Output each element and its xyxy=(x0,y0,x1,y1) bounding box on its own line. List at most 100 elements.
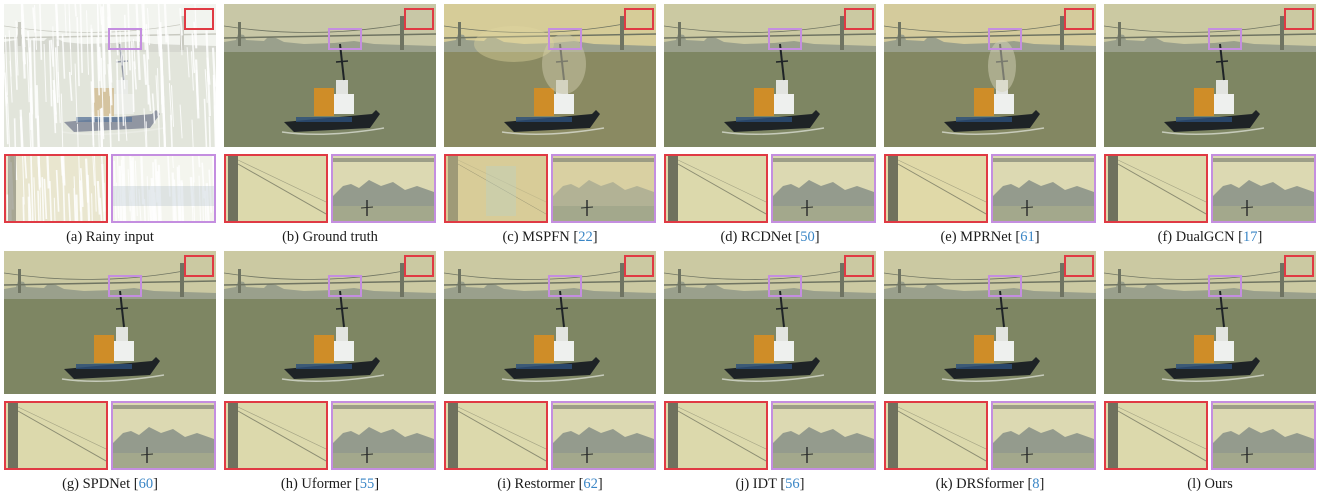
figure-panel: (j) IDT [56] xyxy=(664,251,876,494)
citation-bracket: ] xyxy=(374,476,380,492)
zoomed-crop-red xyxy=(224,401,328,470)
panel-caption: (a) Rainy input xyxy=(4,229,216,246)
citation-bracket: ] xyxy=(1039,476,1045,492)
zoomed-crop-red xyxy=(884,154,988,223)
zoom-region-red-marker xyxy=(1064,8,1094,30)
result-image xyxy=(4,4,216,147)
caption-label: (b) Ground truth xyxy=(282,229,378,245)
zoomed-crop-red xyxy=(444,154,548,223)
result-image xyxy=(884,4,1096,147)
citation-link[interactable]: 62 xyxy=(583,476,598,492)
zoomed-crop-red xyxy=(884,401,988,470)
figure-panel: (f) DualGCN [17] xyxy=(1104,4,1316,247)
panel-caption: (f) DualGCN [17] xyxy=(1104,229,1316,246)
zoomed-crop-purple xyxy=(771,154,876,223)
caption-label: (c) MSPFN [ xyxy=(502,229,579,245)
zoomed-crop-purple xyxy=(1211,401,1316,470)
figure-panel: (l) Ours xyxy=(1104,251,1316,494)
zoom-region-purple-marker xyxy=(328,28,362,50)
zoom-region-red-marker xyxy=(1064,255,1094,277)
result-image xyxy=(224,4,436,147)
figure-panel: (i) Restormer [62] xyxy=(444,251,656,494)
citation-bracket: ] xyxy=(799,476,805,492)
caption-label: (k) DRSformer [ xyxy=(935,476,1033,492)
citation-link[interactable]: 56 xyxy=(785,476,800,492)
zoomed-crop-purple xyxy=(991,154,1096,223)
zoom-region-red-marker xyxy=(1284,255,1314,277)
zoom-region-red-marker xyxy=(624,8,654,30)
zoom-region-purple-marker xyxy=(988,28,1022,50)
panel-caption: (k) DRSformer [8] xyxy=(884,476,1096,493)
caption-label: (d) RCDNet [ xyxy=(720,229,801,245)
caption-label: (i) Restormer [ xyxy=(497,476,584,492)
zoomed-crop-purple xyxy=(1211,154,1316,223)
zoomed-crop-red xyxy=(444,401,548,470)
zoom-region-red-marker xyxy=(404,8,434,30)
panel-caption: (l) Ours xyxy=(1104,476,1316,493)
citation-bracket: ] xyxy=(1257,229,1263,245)
zoomed-crop-red xyxy=(664,401,768,470)
citation-link[interactable]: 8 xyxy=(1032,476,1040,492)
zoom-region-red-marker xyxy=(404,255,434,277)
zoomed-crop-red xyxy=(664,154,768,223)
panel-caption: (g) SPDNet [60] xyxy=(4,476,216,493)
zoomed-crop-purple xyxy=(771,401,876,470)
figure-panel: (c) MSPFN [22] xyxy=(444,4,656,247)
zoom-region-purple-marker xyxy=(1208,275,1242,297)
caption-label: (g) SPDNet [ xyxy=(62,476,139,492)
zoomed-crop-purple xyxy=(551,401,656,470)
caption-label: (l) Ours xyxy=(1187,476,1233,492)
result-image xyxy=(224,251,436,394)
caption-label: (f) DualGCN [ xyxy=(1157,229,1244,245)
zoomed-crop-purple xyxy=(991,401,1096,470)
zoom-region-purple-marker xyxy=(1208,28,1242,50)
citation-link[interactable]: 61 xyxy=(1020,229,1035,245)
zoomed-crop-purple xyxy=(551,154,656,223)
result-image xyxy=(444,251,656,394)
result-image xyxy=(1104,4,1316,147)
panel-caption: (i) Restormer [62] xyxy=(444,476,656,493)
figure-panel: (b) Ground truth xyxy=(224,4,436,247)
zoom-region-red-marker xyxy=(844,255,874,277)
zoom-region-purple-marker xyxy=(988,275,1022,297)
zoomed-crop-red xyxy=(224,154,328,223)
zoom-region-red-marker xyxy=(184,255,214,277)
citation-bracket: ] xyxy=(592,229,598,245)
citation-bracket: ] xyxy=(814,229,820,245)
caption-label: (h) Uformer [ xyxy=(280,476,360,492)
zoom-region-purple-marker xyxy=(328,275,362,297)
citation-link[interactable]: 22 xyxy=(578,229,593,245)
panel-caption: (h) Uformer [55] xyxy=(224,476,436,493)
zoom-region-red-marker xyxy=(844,8,874,30)
zoom-region-purple-marker xyxy=(768,275,802,297)
citation-link[interactable]: 60 xyxy=(138,476,154,492)
caption-label: (e) MPRNet [ xyxy=(940,229,1021,245)
figure-panel: (g) SPDNet [60] xyxy=(4,251,216,494)
figure-panel: (h) Uformer [55] xyxy=(224,251,436,494)
zoomed-crop-purple xyxy=(331,401,436,470)
citation-link[interactable]: 55 xyxy=(359,476,375,492)
zoomed-crop-red xyxy=(4,401,108,470)
zoom-region-red-marker xyxy=(624,255,654,277)
figure-panel: (d) RCDNet [50] xyxy=(664,4,876,247)
zoomed-crop-red xyxy=(1104,401,1208,470)
result-image xyxy=(664,4,876,147)
result-image xyxy=(884,251,1096,394)
zoomed-crop-red xyxy=(1104,154,1208,223)
zoom-region-purple-marker xyxy=(108,28,142,50)
citation-bracket: ] xyxy=(1034,229,1040,245)
result-image xyxy=(4,251,216,394)
zoom-region-red-marker xyxy=(1284,8,1314,30)
zoom-region-purple-marker xyxy=(108,275,142,297)
caption-label: (j) IDT [ xyxy=(735,476,786,492)
caption-label: (a) Rainy input xyxy=(66,229,154,245)
figure-panel: (e) MPRNet [61] xyxy=(884,4,1096,247)
zoom-region-purple-marker xyxy=(548,275,582,297)
result-image xyxy=(664,251,876,394)
zoomed-crop-purple xyxy=(331,154,436,223)
zoom-region-purple-marker xyxy=(768,28,802,50)
result-image xyxy=(444,4,656,147)
citation-link[interactable]: 17 xyxy=(1243,229,1258,245)
citation-bracket: ] xyxy=(597,476,603,492)
citation-link[interactable]: 50 xyxy=(800,229,815,245)
